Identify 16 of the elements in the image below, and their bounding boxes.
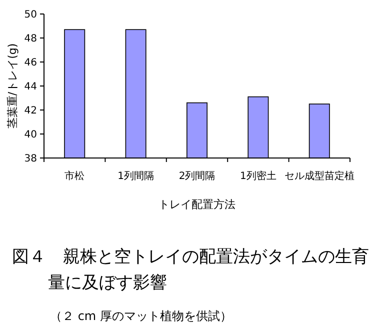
- x-tick-label: 1列密土: [240, 170, 276, 182]
- x-axis-title: トレイ配置方法: [158, 198, 236, 211]
- y-tick-label: 40: [24, 130, 37, 140]
- y-tick-label: 38: [24, 154, 37, 164]
- x-tick-label: 1列間隔: [118, 171, 154, 182]
- x-tick-label: 2列間隔: [178, 171, 216, 182]
- text: （２ cm 厚のマット植物を供試）: [50, 309, 232, 323]
- y-tick-label: 44: [24, 82, 37, 92]
- y-axis-title: 茎葉重/トレイ(g): [6, 43, 19, 129]
- y-tick-label: 46: [24, 58, 37, 68]
- x-tick-label: 市松: [64, 170, 85, 182]
- text: 図４ 親株と空トレイの配置法がタイムの生育量に及ぼす影響: [12, 247, 369, 293]
- y-tick-label: 50: [24, 10, 37, 20]
- y-tick-label: 48: [24, 34, 37, 44]
- y-tick-label: 42: [24, 106, 37, 116]
- x-tick-label: セル成型苗定植: [284, 170, 354, 182]
